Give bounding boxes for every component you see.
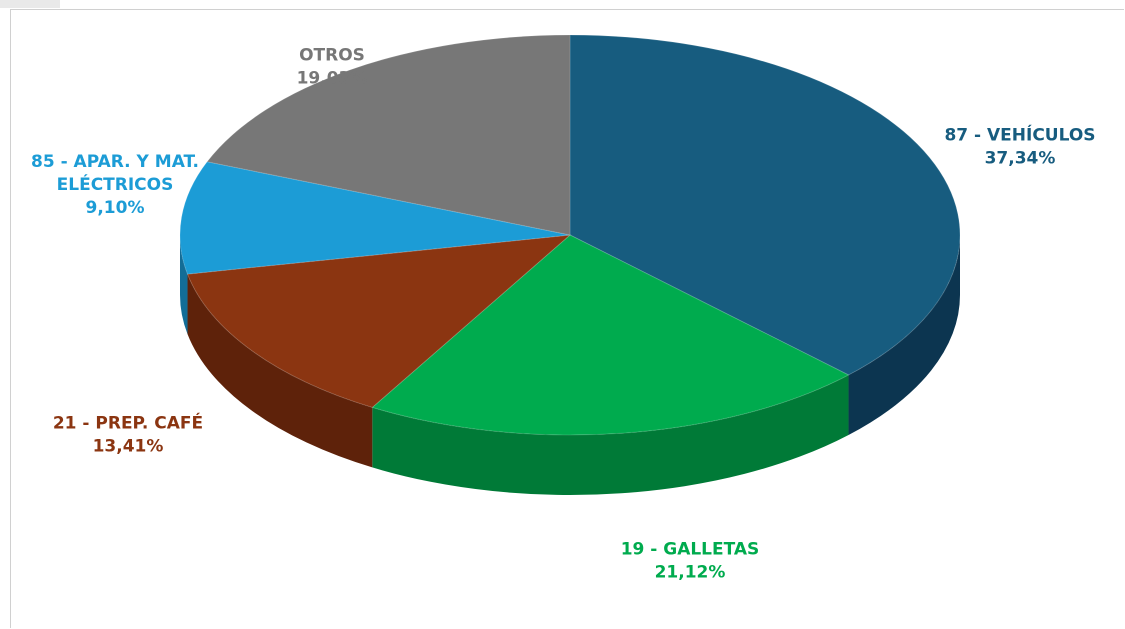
- data-label-name: ELÉCTRICOS: [57, 173, 174, 195]
- pie-side-0-0: [848, 235, 960, 435]
- data-label-value: 19,03%: [297, 69, 368, 89]
- data-label-name: 87 - VEHÍCULOS: [944, 124, 1095, 146]
- data-label-value: 9,10%: [86, 198, 145, 218]
- pie-slice-0: [569, 34, 961, 376]
- pie-tops: [179, 34, 961, 436]
- data-label-1: 19 - GALLETAS 21,12%: [621, 540, 760, 583]
- chart-frame: [10, 9, 1124, 628]
- pie-slice-3: [179, 161, 571, 275]
- data-label-name: 19 - GALLETAS: [621, 540, 760, 560]
- data-label-name: 21 - PREP. CAFÉ: [53, 412, 203, 434]
- data-label-value: 21,12%: [655, 563, 726, 583]
- data-label-4: OTROS 19,03%: [297, 46, 368, 89]
- top-strip: [0, 0, 60, 8]
- data-label-value: 37,34%: [985, 149, 1056, 169]
- pie-labels: 87 - VEHÍCULOS 37,34% 19 - GALLETAS 21,12% 2…: [31, 46, 1096, 583]
- pie-side-1-0: [372, 374, 849, 495]
- pie-side-3-0: [180, 235, 188, 335]
- data-label-2: 21 - PREP. CAFÉ 13,41%: [53, 412, 203, 457]
- data-label-name: 85 - APAR. Y MAT.: [31, 152, 199, 172]
- data-label-3: 85 - APAR. Y MAT. ELÉCTRICOS 9,10%: [31, 152, 199, 218]
- pie-sides: [180, 235, 960, 495]
- pie-slice-1: [371, 234, 850, 436]
- pie-slice-2: [186, 234, 572, 408]
- data-label-value: 13,41%: [93, 437, 164, 457]
- data-label-name: OTROS: [299, 46, 365, 66]
- data-label-0: 87 - VEHÍCULOS 37,34%: [944, 124, 1095, 169]
- pie-slice-4: [206, 34, 571, 236]
- pie-side-2-0: [187, 274, 373, 468]
